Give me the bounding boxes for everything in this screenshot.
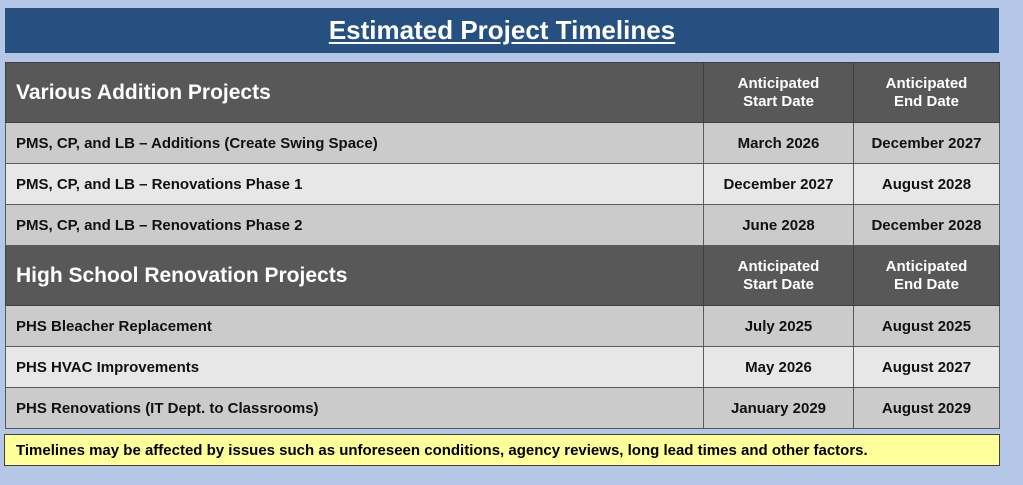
- title-banner: Estimated Project Timelines: [5, 8, 999, 53]
- section-title-various-addition-projects: Various Addition Projects: [5, 62, 704, 123]
- column-header-anticipated-start-date: Anticipated Start Date: [703, 62, 854, 123]
- column-header-line-2: Start Date: [743, 275, 814, 293]
- section-header-row: High School Renovation Projects Anticipa…: [5, 245, 1000, 306]
- column-header-line-1: Anticipated: [885, 74, 968, 92]
- project-end-date: December 2028: [853, 204, 1000, 246]
- table-row: PMS, CP, and LB – Additions (Create Swin…: [5, 122, 1000, 164]
- project-name: PHS Renovations (IT Dept. to Classrooms): [5, 387, 704, 429]
- project-end-date: August 2029: [853, 387, 1000, 429]
- project-timeline-table: Various Addition Projects Anticipated St…: [5, 62, 1000, 429]
- table-row: PMS, CP, and LB – Renovations Phase 2 Ju…: [5, 204, 1000, 246]
- project-start-date: March 2026: [703, 122, 854, 164]
- project-end-date: August 2027: [853, 346, 1000, 388]
- footnote-box: Timelines may be affected by issues such…: [4, 434, 1000, 466]
- project-end-date: December 2027: [853, 122, 1000, 164]
- project-start-date: July 2025: [703, 305, 854, 347]
- table-row: PMS, CP, and LB – Renovations Phase 1 De…: [5, 163, 1000, 205]
- project-start-date: June 2028: [703, 204, 854, 246]
- column-header-line-2: Start Date: [743, 92, 814, 110]
- column-header-anticipated-end-date: Anticipated End Date: [853, 62, 1000, 123]
- column-header-line-2: End Date: [893, 92, 959, 110]
- section-title-high-school-renovation-projects: High School Renovation Projects: [5, 245, 704, 306]
- table-row: PHS HVAC Improvements May 2026 August 20…: [5, 346, 1000, 388]
- column-header-anticipated-end-date: Anticipated End Date: [853, 245, 1000, 306]
- project-name: PMS, CP, and LB – Renovations Phase 1: [5, 163, 704, 205]
- project-end-date: August 2028: [853, 163, 1000, 205]
- page-title: Estimated Project Timelines: [328, 15, 676, 45]
- table-row: PHS Bleacher Replacement July 2025 Augus…: [5, 305, 1000, 347]
- column-header-line-1: Anticipated: [737, 74, 820, 92]
- project-start-date: May 2026: [703, 346, 854, 388]
- column-header-line-1: Anticipated: [885, 257, 968, 275]
- project-name: PMS, CP, and LB – Additions (Create Swin…: [5, 122, 704, 164]
- column-header-anticipated-start-date: Anticipated Start Date: [703, 245, 854, 306]
- project-name: PMS, CP, and LB – Renovations Phase 2: [5, 204, 704, 246]
- project-end-date: August 2025: [853, 305, 1000, 347]
- project-name: PHS Bleacher Replacement: [5, 305, 704, 347]
- project-start-date: January 2029: [703, 387, 854, 429]
- project-name: PHS HVAC Improvements: [5, 346, 704, 388]
- section-header-row: Various Addition Projects Anticipated St…: [5, 62, 1000, 123]
- column-header-line-2: End Date: [893, 275, 959, 293]
- table-row: PHS Renovations (IT Dept. to Classrooms)…: [5, 387, 1000, 429]
- project-start-date: December 2027: [703, 163, 854, 205]
- column-header-line-1: Anticipated: [737, 257, 820, 275]
- footnote-text: Timelines may be affected by issues such…: [16, 441, 868, 459]
